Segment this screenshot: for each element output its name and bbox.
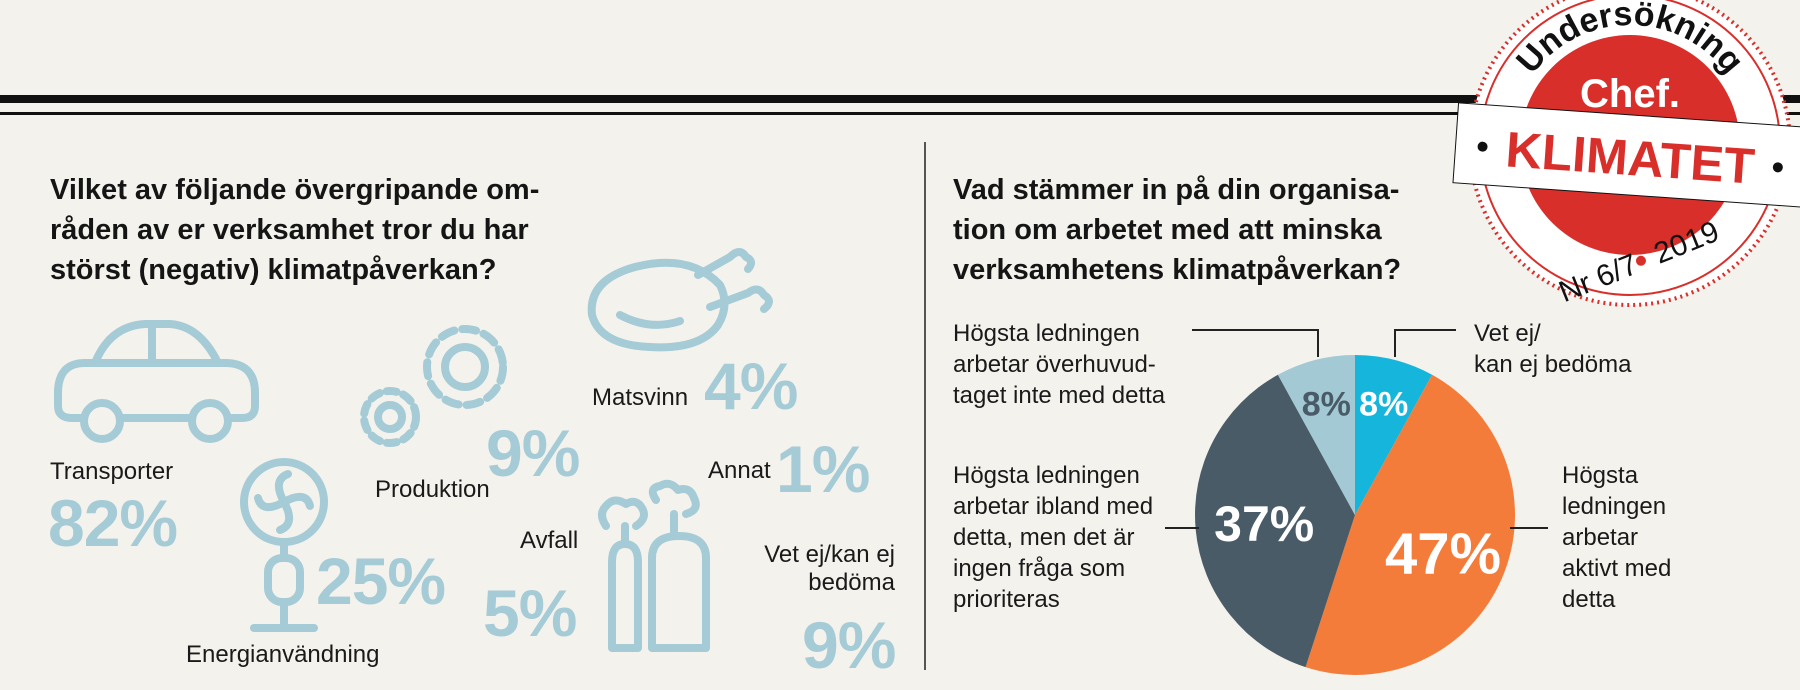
gears-icon (360, 325, 507, 447)
trash-bag-right-knot (648, 479, 700, 518)
fan-icon (240, 458, 328, 632)
category-label-matsvinn: Matsvinn (592, 384, 689, 411)
right-question-line: tion om arbetet med att minska (953, 214, 1382, 246)
left-question: Vilket av följande övergripande om- råde… (50, 170, 539, 290)
category-label-annat: Annat (708, 457, 771, 484)
pie-slice-inte (1277, 355, 1355, 515)
header-rule-thin (0, 112, 1800, 115)
car-icon (54, 320, 259, 443)
pie-value-label-ibland: 37% (1214, 496, 1314, 552)
car-roof (91, 320, 222, 367)
badge-brand: Chef. (1580, 72, 1680, 116)
badge-banner (1452, 102, 1800, 208)
leader-line (1394, 329, 1456, 331)
pie-value-label-inte: 8% (1302, 385, 1351, 423)
pie-value-label-vet-ej: 8% (1359, 385, 1408, 423)
category-value-matsvinn: 4% (704, 349, 798, 423)
pie-label-vet-ej: Vet ej/ kan ej bedöma (1474, 320, 1632, 378)
fan-body (264, 554, 304, 606)
category-value-vet-ej: 9% (802, 608, 896, 682)
pie-svg: 8% 47% 37% 8% (1195, 355, 1515, 675)
car-wheel-rear (188, 399, 232, 443)
leader-line (1317, 329, 1319, 357)
chicken-leg-upper (694, 248, 755, 279)
chicken-crease (616, 311, 684, 329)
category-value-energianvandning: 25% (316, 544, 446, 618)
right-question-line: verksamhetens klimatpåverkan? (953, 254, 1402, 286)
badge-dot-left (1477, 141, 1488, 152)
pie-label-aktivt: Högsta ledningen arbetar aktivt med dett… (1562, 462, 1672, 613)
trash-bags-icon (598, 479, 710, 652)
chicken-leg-lower (706, 285, 773, 313)
pie-slice-vet-ej (1355, 355, 1433, 515)
trash-bag-left-knot (598, 496, 648, 530)
badge-graphic: Undersökning Chef. KLIMATET Nr 6/7 2019 (1452, 0, 1800, 309)
badge-dot-right (1772, 162, 1783, 173)
car-front (54, 389, 86, 422)
column-divider (924, 142, 926, 670)
car-body (54, 359, 259, 422)
trash-bag-right (648, 532, 710, 652)
header-rule-thick (0, 95, 1800, 103)
category-value-annat: 1% (776, 432, 870, 506)
category-label-produktion: Produktion (375, 476, 490, 503)
gear-large-hub (441, 343, 489, 391)
pie-label-inte: Högsta ledningen arbetar överhuvud- tage… (953, 320, 1166, 409)
pie-chart: 8% 47% 37% 8% (1190, 350, 1520, 680)
leader-line (1510, 527, 1548, 529)
left-question-line: råden av er verksamhet tror du har (50, 214, 529, 246)
category-value-transporter: 82% (48, 486, 178, 560)
pie-label-ibland: Högsta ledningen arbetar ibland med dett… (953, 462, 1154, 613)
pie-slice-ibland (1195, 374, 1355, 668)
trash-bag-left (608, 540, 642, 652)
pie-value-label-aktivt: 47% (1385, 521, 1501, 586)
category-label-transporter: Transporter (50, 458, 174, 485)
fan-blades (254, 470, 314, 534)
gear-small-hub (374, 401, 406, 433)
pie-slice-aktivt (1305, 374, 1515, 675)
right-question-line: Vad stämmer in på din organisa- (953, 174, 1400, 206)
survey-badge: Undersökning Chef. KLIMATET Nr 6/7 2019 (1450, 0, 1800, 325)
left-question-line: störst (negativ) klimatpåverkan? (50, 254, 497, 286)
category-value-produktion: 9% (486, 416, 580, 490)
right-question: Vad stämmer in på din organisa- tion om … (953, 170, 1401, 290)
category-label-vet-ej: Vet ej/kan ej bedöma (764, 541, 895, 596)
category-label-avfall: Avfall (520, 527, 579, 554)
badge-issue-dot (1635, 255, 1646, 266)
category-value-avfall: 5% (483, 576, 577, 650)
chicken-icon (587, 248, 773, 352)
leader-line (1165, 527, 1199, 529)
category-label-energianvandning: Energianvändning (186, 641, 380, 668)
gear-small-teeth (360, 387, 420, 447)
gear-large-teeth (423, 325, 507, 409)
leader-line (1394, 329, 1396, 357)
left-question-line: Vilket av följande övergripande om- (50, 174, 540, 206)
car-wheel-front (80, 399, 124, 443)
leader-line (1192, 329, 1318, 331)
